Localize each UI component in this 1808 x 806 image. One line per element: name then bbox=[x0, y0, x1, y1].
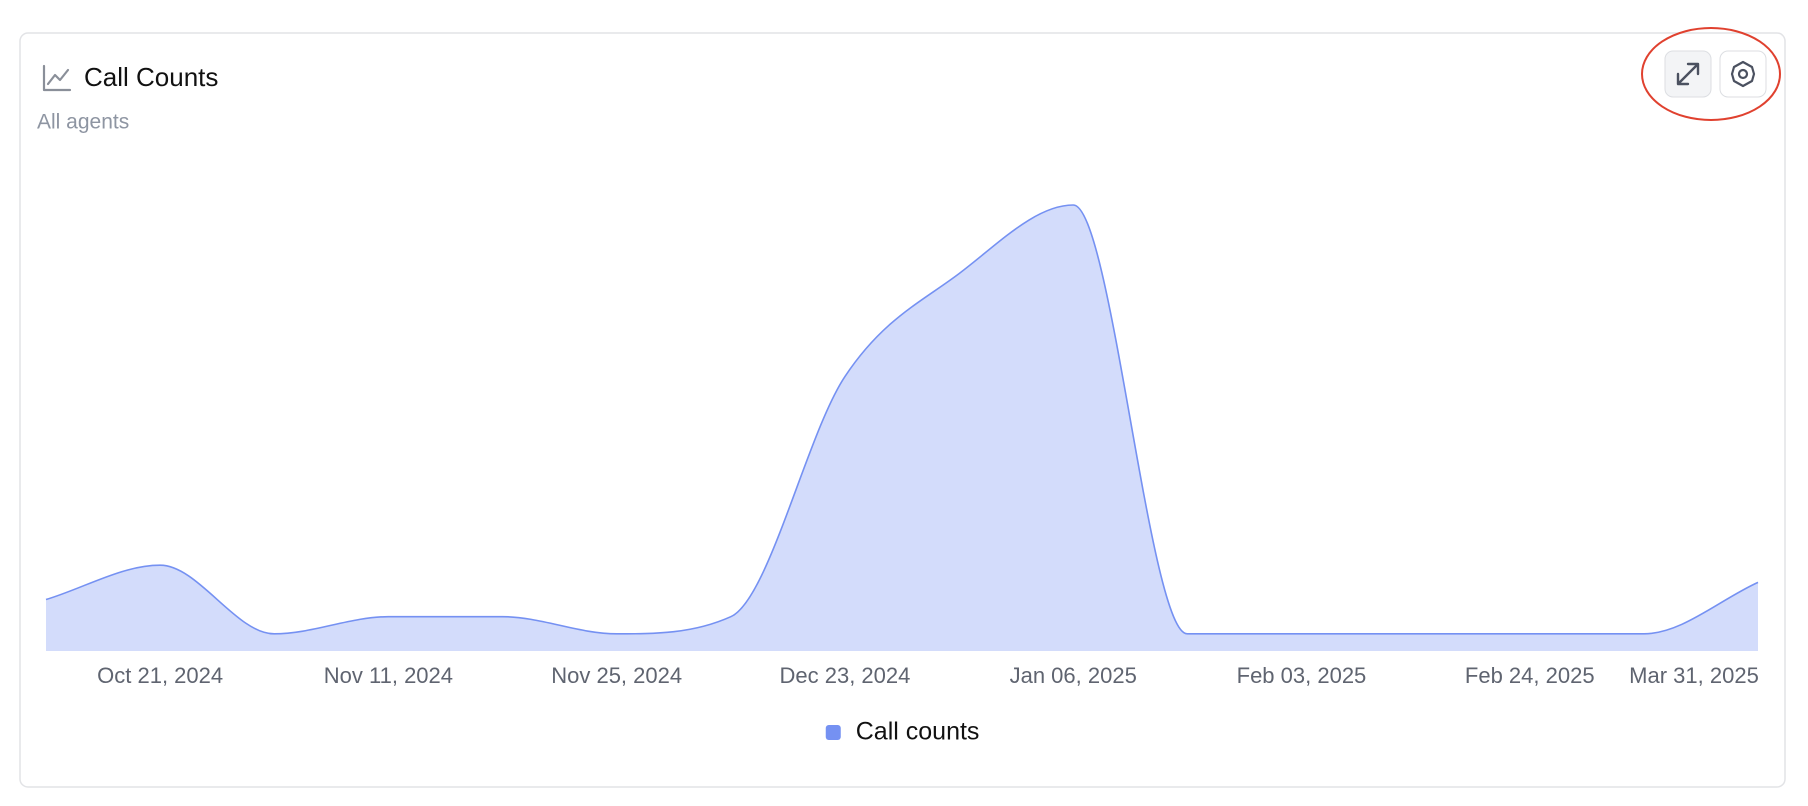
chart-subtitle: All agents bbox=[37, 111, 129, 134]
x-tick-label: Nov 25, 2024 bbox=[551, 663, 682, 688]
x-tick-label: Nov 11, 2024 bbox=[324, 663, 453, 688]
legend-label: Call counts bbox=[856, 718, 980, 746]
highlight-circle bbox=[1641, 27, 1781, 121]
gear-center bbox=[1737, 68, 1749, 80]
expand-icon bbox=[1676, 62, 1700, 86]
area-fill bbox=[46, 205, 1758, 651]
gear-icon bbox=[1730, 60, 1756, 88]
button-bg bbox=[1719, 50, 1767, 98]
x-tick-label: Mar 31, 2025 bbox=[1629, 663, 1759, 688]
card bbox=[19, 32, 1786, 788]
x-tick-label: Feb 24, 2025 bbox=[1465, 663, 1595, 688]
x-tick-label: Dec 23, 2024 bbox=[779, 663, 910, 688]
legend-swatch bbox=[825, 725, 841, 740]
x-tick-label: Feb 03, 2025 bbox=[1237, 663, 1367, 688]
settings-button[interactable] bbox=[1719, 50, 1767, 98]
x-tick-label: Jan 06, 2025 bbox=[1010, 663, 1137, 688]
x-tick-label: Oct 21, 2024 bbox=[97, 663, 223, 688]
chart-icon bbox=[42, 64, 72, 92]
area-line bbox=[45, 204, 1759, 635]
chart-title: Call Counts bbox=[84, 62, 218, 92]
expand-button[interactable] bbox=[1664, 50, 1712, 98]
